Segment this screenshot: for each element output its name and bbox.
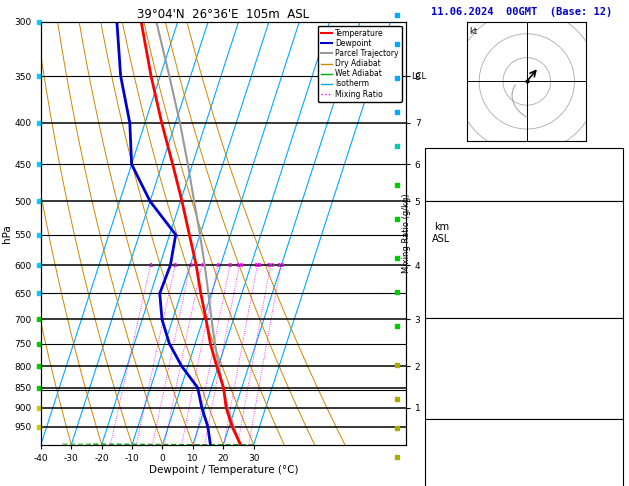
Y-axis label: km
ASL: km ASL	[432, 223, 450, 244]
Text: 331: 331	[560, 254, 576, 263]
Text: 6: 6	[216, 263, 220, 268]
X-axis label: Dewpoint / Temperature (°C): Dewpoint / Temperature (°C)	[148, 466, 298, 475]
Text: Totals Totals: Totals Totals	[431, 169, 501, 178]
Text: 8: 8	[228, 263, 232, 268]
Text: Lifted Index: Lifted Index	[431, 371, 496, 380]
Y-axis label: hPa: hPa	[2, 224, 12, 243]
Text: -23: -23	[560, 440, 576, 449]
Text: CAPE (J): CAPE (J)	[431, 387, 474, 396]
Text: Temp (°C): Temp (°C)	[431, 222, 479, 231]
Text: θₑ(K): θₑ(K)	[431, 254, 458, 263]
Text: 2.2: 2.2	[560, 185, 576, 194]
Text: 1: 1	[148, 263, 153, 268]
Text: CIN (J): CIN (J)	[431, 403, 469, 412]
Text: EH: EH	[431, 440, 442, 449]
Text: StmDir: StmDir	[431, 472, 464, 481]
Text: Most Unstable: Most Unstable	[486, 323, 557, 332]
Text: 331: 331	[560, 355, 576, 364]
Text: CIN (J): CIN (J)	[431, 302, 469, 311]
Text: θₑ (K): θₑ (K)	[431, 355, 464, 364]
Text: Mixing Ratio (g/kg): Mixing Ratio (g/kg)	[402, 193, 411, 273]
Text: K: K	[431, 153, 437, 162]
Text: 20: 20	[266, 263, 275, 268]
Text: 15.6: 15.6	[560, 238, 582, 247]
Text: 15: 15	[253, 263, 262, 268]
Bar	[425, 201, 623, 318]
Text: 997: 997	[560, 339, 576, 348]
Text: 11.06.2024  00GMT  (Base: 12): 11.06.2024 00GMT (Base: 12)	[431, 7, 612, 17]
Text: 0: 0	[560, 403, 565, 412]
Bar	[425, 318, 623, 419]
Text: 10: 10	[235, 263, 244, 268]
Text: 25: 25	[277, 263, 286, 268]
Text: 43: 43	[560, 169, 571, 178]
Text: 25.4: 25.4	[560, 222, 582, 231]
Text: 2: 2	[560, 371, 565, 380]
Bar	[425, 419, 623, 486]
Text: Surface: Surface	[503, 206, 540, 215]
Text: SREH: SREH	[431, 456, 453, 465]
Text: 2: 2	[173, 263, 177, 268]
Text: LCL: LCL	[411, 71, 426, 81]
Bar	[425, 148, 623, 201]
Text: Pressure (mb): Pressure (mb)	[431, 339, 501, 348]
Text: 4: 4	[199, 263, 204, 268]
Text: PW (cm): PW (cm)	[431, 185, 469, 194]
Text: 0: 0	[560, 286, 565, 295]
Text: Hodograph: Hodograph	[498, 424, 545, 433]
Text: 3: 3	[188, 263, 192, 268]
Text: 14°: 14°	[560, 472, 576, 481]
Text: CAPE (J): CAPE (J)	[431, 286, 474, 295]
Text: Lifted Index: Lifted Index	[431, 270, 496, 279]
Text: 0: 0	[560, 387, 565, 396]
Text: -1: -1	[560, 456, 571, 465]
Text: 8: 8	[560, 153, 565, 162]
Text: kt: kt	[470, 27, 478, 35]
Text: Dewp (°C): Dewp (°C)	[431, 238, 479, 247]
Text: © weatheronline.co.uk: © weatheronline.co.uk	[477, 471, 565, 480]
Text: 0: 0	[560, 302, 565, 311]
Legend: Temperature, Dewpoint, Parcel Trajectory, Dry Adiabat, Wet Adiabat, Isotherm, Mi: Temperature, Dewpoint, Parcel Trajectory…	[318, 26, 402, 102]
Title: 39°04'N  26°36'E  105m  ASL: 39°04'N 26°36'E 105m ASL	[137, 8, 309, 21]
Text: 2: 2	[560, 270, 565, 279]
